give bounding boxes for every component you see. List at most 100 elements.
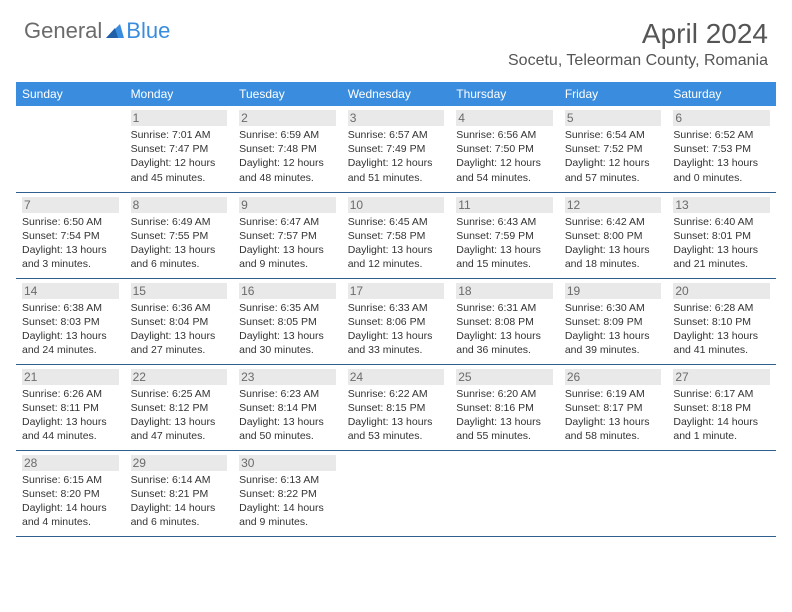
sunset-line: Sunset: 8:09 PM [565,315,662,329]
day-cell: 9Sunrise: 6:47 AMSunset: 7:57 PMDaylight… [233,192,342,278]
day-details: Sunrise: 6:35 AMSunset: 8:05 PMDaylight:… [239,301,336,358]
sunset-line: Sunset: 7:52 PM [565,142,662,156]
sunrise-line: Sunrise: 6:36 AM [131,301,228,315]
day-details: Sunrise: 6:49 AMSunset: 7:55 PMDaylight:… [131,215,228,272]
day-cell: 14Sunrise: 6:38 AMSunset: 8:03 PMDayligh… [16,278,125,364]
day-details: Sunrise: 6:54 AMSunset: 7:52 PMDaylight:… [565,128,662,185]
day-number: 2 [239,110,336,126]
day-number: 3 [348,110,445,126]
sunrise-line: Sunrise: 6:13 AM [239,473,336,487]
header: General Blue April 2024 Socetu, Teleorma… [0,0,792,76]
day-details: Sunrise: 6:45 AMSunset: 7:58 PMDaylight:… [348,215,445,272]
calendar-table: Sunday Monday Tuesday Wednesday Thursday… [16,82,776,537]
day-number: 27 [673,369,770,385]
sunset-line: Sunset: 8:17 PM [565,401,662,415]
sunset-line: Sunset: 8:15 PM [348,401,445,415]
daylight-line: Daylight: 13 hours and 24 minutes. [22,329,119,357]
sunset-line: Sunset: 7:59 PM [456,229,553,243]
day-number: 15 [131,283,228,299]
day-cell: 7Sunrise: 6:50 AMSunset: 7:54 PMDaylight… [16,192,125,278]
day-number: 28 [22,455,119,471]
sunset-line: Sunset: 8:18 PM [673,401,770,415]
day-cell: 8Sunrise: 6:49 AMSunset: 7:55 PMDaylight… [125,192,234,278]
dow-header-row: Sunday Monday Tuesday Wednesday Thursday… [16,82,776,106]
daylight-line: Daylight: 14 hours and 4 minutes. [22,501,119,529]
sunrise-line: Sunrise: 6:35 AM [239,301,336,315]
day-cell: 1Sunrise: 7:01 AMSunset: 7:47 PMDaylight… [125,106,234,192]
day-number: 23 [239,369,336,385]
day-details: Sunrise: 6:19 AMSunset: 8:17 PMDaylight:… [565,387,662,444]
daylight-line: Daylight: 13 hours and 36 minutes. [456,329,553,357]
day-cell: 28 Sunrise: 6:15 AMSunset: 8:20 PMDayligh… [16,450,125,536]
sunrise-line: Sunrise: 6:30 AM [565,301,662,315]
logo: General Blue [24,18,170,44]
daylight-line: Daylight: 13 hours and 30 minutes. [239,329,336,357]
sunrise-line: Sunrise: 6:57 AM [348,128,445,142]
daylight-line: Daylight: 13 hours and 47 minutes. [131,415,228,443]
daylight-line: Daylight: 13 hours and 9 minutes. [239,243,336,271]
sunset-line: Sunset: 7:53 PM [673,142,770,156]
sunset-line: Sunset: 7:54 PM [22,229,119,243]
day-details: Sunrise: 6:15 AMSunset: 8:20 PMDaylight:… [22,473,119,530]
sunset-line: Sunset: 8:21 PM [131,487,228,501]
daylight-line: Daylight: 14 hours and 6 minutes. [131,501,228,529]
daylight-line: Daylight: 13 hours and 39 minutes. [565,329,662,357]
day-cell [342,450,451,536]
sunrise-line: Sunrise: 6:15 AM [22,473,119,487]
daylight-line: Daylight: 12 hours and 51 minutes. [348,156,445,184]
day-details: Sunrise: 6:26 AMSunset: 8:11 PMDaylight:… [22,387,119,444]
day-number: 6 [673,110,770,126]
daylight-line: Daylight: 13 hours and 21 minutes. [673,243,770,271]
day-cell [559,450,668,536]
week-row: 14Sunrise: 6:38 AMSunset: 8:03 PMDayligh… [16,278,776,364]
day-details: Sunrise: 6:30 AMSunset: 8:09 PMDaylight:… [565,301,662,358]
day-details: Sunrise: 6:52 AMSunset: 7:53 PMDaylight:… [673,128,770,185]
day-number: 16 [239,283,336,299]
daylight-line: Daylight: 13 hours and 6 minutes. [131,243,228,271]
daylight-line: Daylight: 12 hours and 54 minutes. [456,156,553,184]
daylight-line: Daylight: 13 hours and 33 minutes. [348,329,445,357]
day-number: 13 [673,197,770,213]
sunset-line: Sunset: 8:01 PM [673,229,770,243]
daylight-line: Daylight: 12 hours and 57 minutes. [565,156,662,184]
location-subtitle: Socetu, Teleorman County, Romania [508,52,768,70]
day-number: 25 [456,369,553,385]
day-cell: 4Sunrise: 6:56 AMSunset: 7:50 PMDaylight… [450,106,559,192]
daylight-line: Daylight: 13 hours and 15 minutes. [456,243,553,271]
sunrise-line: Sunrise: 6:40 AM [673,215,770,229]
dow-wednesday: Wednesday [342,82,451,106]
day-number: 17 [348,283,445,299]
day-details: Sunrise: 6:20 AMSunset: 8:16 PMDaylight:… [456,387,553,444]
day-cell: 23Sunrise: 6:23 AMSunset: 8:14 PMDayligh… [233,364,342,450]
sunset-line: Sunset: 7:50 PM [456,142,553,156]
daylight-line: Daylight: 13 hours and 44 minutes. [22,415,119,443]
sunrise-line: Sunrise: 6:54 AM [565,128,662,142]
day-cell [450,450,559,536]
sunrise-line: Sunrise: 6:59 AM [239,128,336,142]
sunset-line: Sunset: 8:11 PM [22,401,119,415]
day-cell: 15Sunrise: 6:36 AMSunset: 8:04 PMDayligh… [125,278,234,364]
calendar-body: 1Sunrise: 7:01 AMSunset: 7:47 PMDaylight… [16,106,776,536]
day-cell: 30Sunrise: 6:13 AMSunset: 8:22 PMDayligh… [233,450,342,536]
daylight-line: Daylight: 13 hours and 0 minutes. [673,156,770,184]
sunrise-line: Sunrise: 7:01 AM [131,128,228,142]
day-details: Sunrise: 6:14 AMSunset: 8:21 PMDaylight:… [131,473,228,530]
sunrise-line: Sunrise: 6:28 AM [673,301,770,315]
sunrise-line: Sunrise: 6:52 AM [673,128,770,142]
day-details: Sunrise: 6:13 AMSunset: 8:22 PMDaylight:… [239,473,336,530]
sunset-line: Sunset: 7:49 PM [348,142,445,156]
sunrise-line: Sunrise: 6:19 AM [565,387,662,401]
day-number: 22 [131,369,228,385]
sunrise-line: Sunrise: 6:50 AM [22,215,119,229]
sunrise-line: Sunrise: 6:31 AM [456,301,553,315]
day-cell: 18Sunrise: 6:31 AMSunset: 8:08 PMDayligh… [450,278,559,364]
title-area: April 2024 Socetu, Teleorman County, Rom… [508,18,768,70]
day-number: 18 [456,283,553,299]
page-title: April 2024 [508,18,768,50]
week-row: 1Sunrise: 7:01 AMSunset: 7:47 PMDaylight… [16,106,776,192]
dow-monday: Monday [125,82,234,106]
sunset-line: Sunset: 7:58 PM [348,229,445,243]
sunrise-line: Sunrise: 6:14 AM [131,473,228,487]
day-number: 12 [565,197,662,213]
day-cell: 17Sunrise: 6:33 AMSunset: 8:06 PMDayligh… [342,278,451,364]
